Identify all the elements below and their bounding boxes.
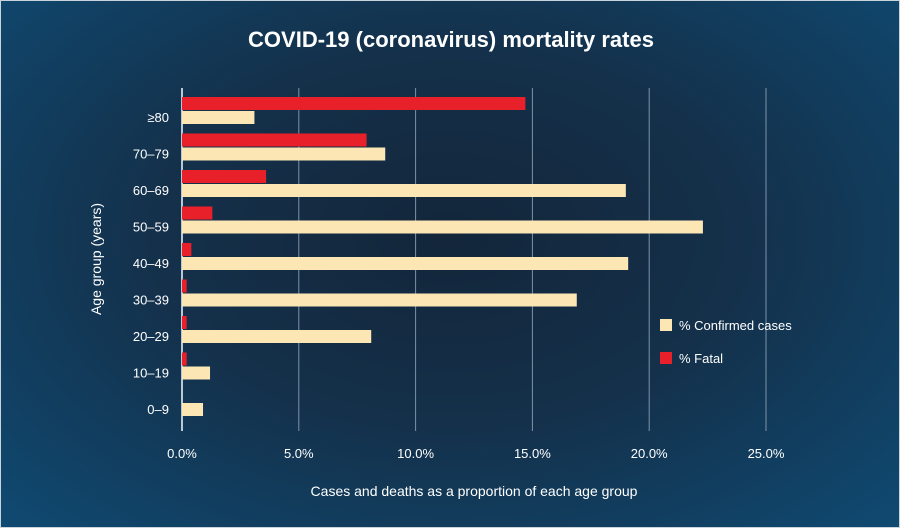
bar-fatal <box>182 133 367 147</box>
bar-confirmed <box>182 257 629 270</box>
bar-fatal <box>182 170 267 183</box>
y-tick-label: 10–19 <box>133 366 169 381</box>
legend-swatch <box>660 352 672 364</box>
x-tick-label: 5.0% <box>284 446 314 461</box>
y-tick-label: 0–9 <box>147 402 169 417</box>
chart-title: COVID-19 (coronavirus) mortality rates <box>248 27 654 52</box>
x-tick-label: 20.0% <box>631 446 668 461</box>
y-tick-label: ≥80 <box>147 110 169 125</box>
bar-confirmed <box>182 403 204 416</box>
x-tick-label: 25.0% <box>748 446 785 461</box>
x-tick-label: 0.0% <box>167 446 197 461</box>
bar-fatal <box>182 97 526 110</box>
bar-fatal <box>182 243 192 256</box>
y-axis-label: Age group (years) <box>88 203 104 315</box>
x-axis-label: Cases and deaths as a proportion of each… <box>311 483 638 499</box>
legend-label: % Confirmed cases <box>679 318 792 333</box>
bar-confirmed <box>182 220 703 234</box>
legend-label: % Fatal <box>679 351 723 366</box>
bar-confirmed <box>182 330 372 343</box>
bar-fatal <box>182 352 187 366</box>
bar-fatal <box>182 279 187 293</box>
bar-confirmed <box>182 147 386 161</box>
bar-confirmed <box>182 184 626 197</box>
y-tick-label: 20–29 <box>133 329 169 344</box>
bar-confirmed <box>182 293 577 307</box>
y-tick-label: 70–79 <box>133 147 169 162</box>
legend-swatch <box>660 319 672 331</box>
bar-fatal <box>182 206 213 220</box>
y-tick-label: 50–59 <box>133 220 169 235</box>
y-tick-label: 40–49 <box>133 256 169 271</box>
bar-confirmed <box>182 366 211 380</box>
x-tick-label: 15.0% <box>514 446 551 461</box>
bar-confirmed <box>182 111 255 124</box>
y-tick-label: 30–39 <box>133 293 169 308</box>
y-tick-label: 60–69 <box>133 183 169 198</box>
bar-fatal <box>182 316 187 329</box>
x-tick-label: 10.0% <box>397 446 434 461</box>
